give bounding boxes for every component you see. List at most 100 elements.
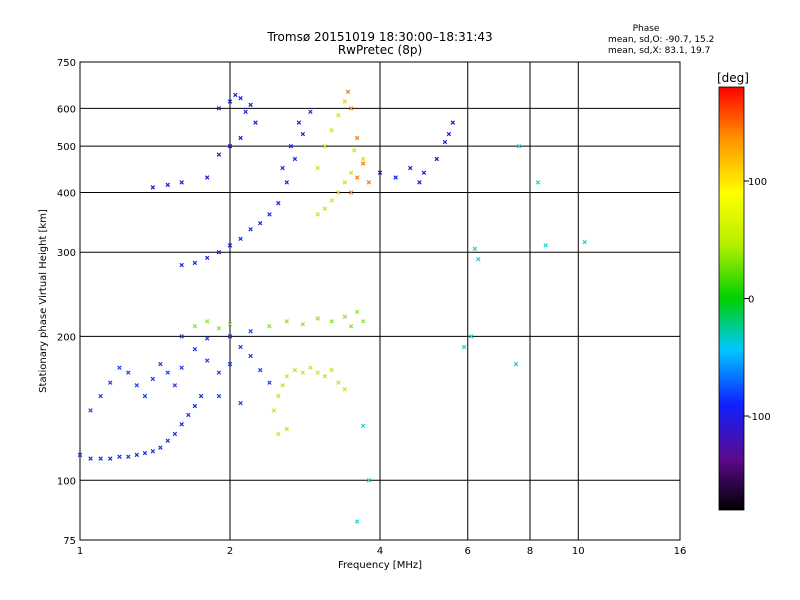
data-point [322,374,328,379]
data-points [77,89,587,524]
data-point [348,190,354,195]
colorbar-ticks: 100 0 -100 [744,177,771,423]
y-tick-label: 500 [57,142,76,153]
data-point [472,246,478,252]
data-point [434,156,440,162]
data-point [158,361,163,367]
data-point [296,120,302,125]
data-point [192,260,198,266]
data-point [267,212,272,217]
data-point [469,334,474,339]
data-point [315,165,320,171]
data-point [108,456,113,461]
x-tick-label: 10 [572,546,585,557]
data-point [354,519,360,524]
data-point [446,131,452,137]
data-point [461,344,467,350]
data-point [233,92,238,98]
data-point [292,367,298,373]
data-point [315,212,320,217]
colorbar-gradient [718,86,745,511]
data-point [77,452,83,458]
data-point [216,152,222,157]
data-point [192,347,198,352]
data-point [238,344,243,350]
x-tick-label: 6 [465,546,471,557]
data-point [322,206,328,211]
x-axis-label: Frequency [MHz] [338,560,422,571]
data-point [267,380,272,385]
data-point [172,383,178,388]
chart-title-group: Tromsø 20151019 18:30:00–18:31:43 RwPret… [266,30,492,57]
data-point [227,361,233,367]
y-tick-label: 750 [57,58,76,69]
data-point [284,374,290,379]
data-point [142,450,148,456]
data-point [192,403,198,409]
data-point [150,185,156,190]
chart-title: Tromsø 20151019 18:30:00–18:31:43 [266,30,492,44]
data-point [238,400,243,406]
colorbar: [deg] 100 0 -100 [717,71,771,511]
data-point [284,180,290,185]
x-tick-label: 16 [674,546,687,557]
data-point [280,383,285,388]
colorbar-tick-label: 100 [748,177,767,188]
x-tick-label: 8 [527,546,533,557]
data-point [336,190,341,195]
data-point [216,370,222,375]
data-point [238,95,243,101]
data-point [192,324,198,329]
data-point [276,393,281,399]
data-point [88,408,93,413]
data-point [126,454,131,459]
x-tick-label: 2 [227,546,233,557]
colorbar-tick-label: 0 [748,295,754,306]
data-point [271,408,277,413]
data-point [354,135,360,141]
data-point [179,334,184,339]
data-point [535,180,541,185]
data-point [276,200,281,206]
data-point [582,239,587,245]
data-point [186,412,191,418]
x-tick-label: 4 [377,546,383,557]
data-point [342,180,348,185]
data-point [117,365,122,370]
colorbar-tick-label: -100 [748,412,771,423]
data-point [204,336,210,341]
data-point [204,175,210,180]
colorbar-label: [deg] [717,71,749,85]
data-point [329,127,334,133]
y-tick-labels: 75 100 200 300 400 500 600 750 [57,58,76,547]
data-point [227,143,233,149]
data-point [329,367,334,373]
y-tick-label: 100 [57,476,76,487]
x-tick-labels: 1 2 4 6 8 10 16 [77,546,687,557]
data-point [248,329,253,334]
data-point [360,156,366,162]
data-point [476,257,481,262]
data-point [216,393,222,399]
data-point [88,456,93,461]
data-point [417,180,422,185]
data-point [238,236,243,242]
data-point [366,478,372,483]
data-point [342,99,348,104]
data-point [442,139,448,145]
data-point [329,319,334,324]
data-point [354,175,360,180]
data-point [280,165,285,171]
data-point [134,452,140,458]
data-point [284,426,290,432]
data-point [292,156,298,162]
data-point [98,456,103,461]
data-point [179,421,184,427]
data-point [165,182,170,188]
data-point [243,109,248,115]
data-point [377,170,383,175]
data-point [216,326,222,331]
data-point [204,255,210,261]
y-tick-label: 75 [63,536,76,547]
data-point [348,106,354,111]
